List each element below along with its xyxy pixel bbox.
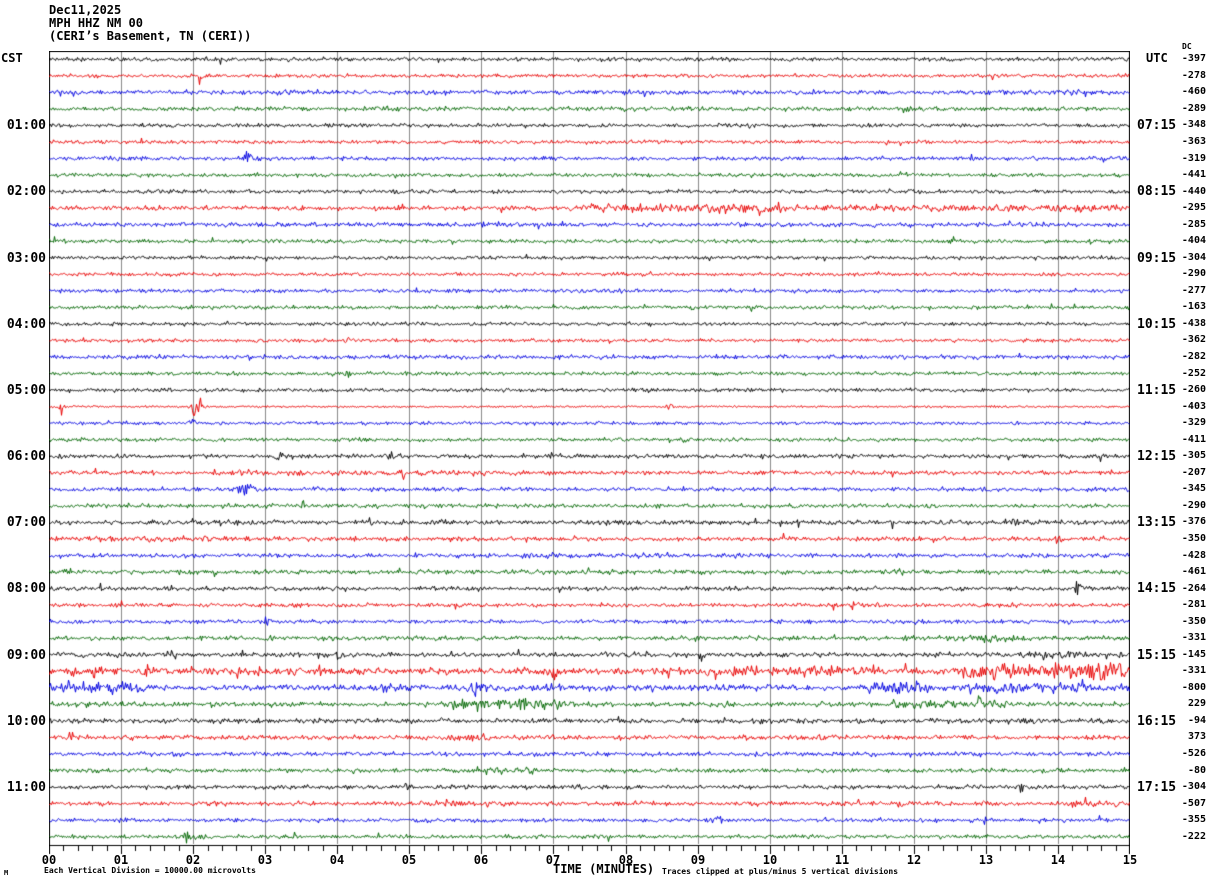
dc-offset-value: -207: [1181, 466, 1206, 478]
dc-offset-value: 373: [1187, 731, 1206, 743]
dc-offset-value: -285: [1181, 218, 1206, 230]
dc-offset-value: -290: [1181, 268, 1206, 280]
dc-offset-value: -305: [1181, 450, 1206, 462]
utc-hour-label: 12:15: [1137, 449, 1177, 464]
dc-offset-value: -376: [1181, 516, 1206, 528]
utc-hour-label: 10:15: [1137, 316, 1177, 332]
dc-offset-value: -264: [1181, 582, 1206, 594]
dc-offset-value: -397: [1181, 53, 1206, 65]
dc-offset-value: -94: [1187, 714, 1206, 726]
dc-offset-value: -345: [1181, 483, 1206, 495]
right-timezone-label: UTC: [1146, 51, 1168, 65]
minute-tick-label: 14: [1050, 853, 1066, 867]
cst-hour-label: 03:00: [6, 250, 46, 266]
dc-offset-value: -80: [1187, 764, 1206, 776]
dc-offset-value: -329: [1181, 417, 1206, 429]
left-timezone-label: CST: [1, 51, 23, 65]
dc-offset-value: -331: [1181, 665, 1206, 677]
dc-header-label: DC: [1182, 42, 1192, 51]
minute-tick-label: 00: [41, 853, 57, 867]
dc-offset-value: -404: [1181, 235, 1206, 247]
dc-offset-value: -295: [1181, 202, 1206, 214]
dc-offset-value: -441: [1181, 169, 1206, 181]
dc-offset-value: -289: [1181, 102, 1206, 114]
dc-offset-value: 229: [1187, 698, 1206, 710]
minute-tick-label: 06: [473, 853, 489, 867]
utc-hour-label: 13:15: [1137, 515, 1177, 531]
dc-offset-value: -460: [1181, 86, 1206, 98]
dc-offset-value: -411: [1181, 433, 1206, 445]
utc-hour-label: 08:15: [1137, 184, 1177, 200]
dc-offset-value: -438: [1181, 317, 1206, 329]
dc-offset-value: -281: [1181, 599, 1206, 611]
dc-offset-value: -507: [1181, 797, 1206, 809]
dc-offset-value: -800: [1181, 681, 1206, 693]
minute-tick-label: 03: [257, 853, 273, 867]
utc-hour-label: 09:15: [1137, 250, 1177, 266]
dc-offset-value: -526: [1181, 748, 1206, 760]
dc-offset-value: -331: [1181, 632, 1206, 644]
cst-hour-label: 05:00: [6, 382, 46, 398]
dc-offset-value: -304: [1181, 251, 1206, 263]
cst-hour-label: 07:00: [6, 515, 46, 531]
dc-offset-value: -350: [1181, 532, 1206, 544]
utc-hour-label: 11:15: [1137, 382, 1177, 398]
clip-note: Traces clipped at plus/minus 5 vertical …: [662, 867, 899, 876]
dc-offset-value: -350: [1181, 615, 1206, 627]
utc-hour-label: 17:15: [1137, 779, 1177, 795]
minute-tick-label: 13: [978, 853, 994, 867]
cst-hour-label: 02:00: [6, 184, 46, 200]
minute-tick-label: 09: [690, 853, 706, 867]
logo-mark: M: [4, 869, 9, 877]
dc-offset-value: -304: [1181, 781, 1206, 793]
dc-offset-value: -278: [1181, 69, 1206, 81]
header-location: (CERI’s Basement, TN (CERI)): [49, 29, 252, 43]
cst-hour-label: 09:00: [6, 647, 46, 663]
dc-offset-value: -403: [1181, 400, 1206, 412]
cst-hour-label: 08:00: [6, 581, 46, 597]
dc-offset-value: -440: [1181, 185, 1206, 197]
dc-offset-value: -260: [1181, 384, 1206, 396]
dc-offset-value: -362: [1181, 334, 1206, 346]
minute-tick-label: 01: [113, 853, 129, 867]
minute-tick-label: 02: [185, 853, 201, 867]
minute-tick-label: 11: [834, 853, 850, 867]
dc-offset-value: -428: [1181, 549, 1206, 561]
cst-hour-label: 04:00: [6, 316, 46, 332]
dc-offset-value: -319: [1181, 152, 1206, 164]
cst-hour-label: 01:00: [6, 118, 46, 134]
cst-hour-label: 06:00: [6, 449, 46, 464]
header-station: MPH HHZ NM 00: [49, 16, 143, 30]
dc-offset-value: -145: [1181, 648, 1206, 660]
minute-tick-label: 08: [618, 853, 634, 867]
utc-hour-label: 16:15: [1137, 713, 1177, 729]
dc-offset-value: -461: [1181, 566, 1206, 578]
dc-offset-value: -277: [1181, 284, 1206, 296]
header-date: Dec11,2025: [49, 3, 122, 17]
minute-tick-label: 05: [401, 853, 417, 867]
cst-hour-label: 10:00: [6, 713, 46, 729]
dc-offset-value: -163: [1181, 301, 1206, 313]
dc-offset-value: -282: [1181, 351, 1206, 363]
cst-hour-label: 11:00: [6, 779, 46, 795]
dc-offset-value: -363: [1181, 135, 1206, 147]
utc-hour-label: 07:15: [1137, 118, 1177, 134]
seismogram-canvas: [49, 51, 1130, 856]
dc-offset-value: -222: [1181, 830, 1206, 842]
x-axis-title: TIME (MINUTES): [553, 862, 655, 876]
minute-tick-label: 07: [545, 853, 561, 867]
minute-tick-label: 04: [329, 853, 345, 867]
dc-offset-value: -348: [1181, 119, 1206, 131]
utc-hour-label: 14:15: [1137, 581, 1177, 597]
minute-tick-label: 12: [906, 853, 922, 867]
dc-offset-value: -355: [1181, 814, 1206, 826]
scale-note: Each Vertical Division = 10000.00 microv…: [44, 866, 256, 875]
header: Dec11,2025 MPH HHZ NM 00 (CERI’s Basement,…: [49, 4, 251, 43]
dc-offset-value: -252: [1181, 367, 1206, 379]
minute-tick-label: 10: [762, 853, 778, 867]
dc-offset-value: -290: [1181, 499, 1206, 511]
utc-hour-label: 15:15: [1137, 647, 1177, 663]
minute-tick-label: 15: [1122, 853, 1138, 867]
